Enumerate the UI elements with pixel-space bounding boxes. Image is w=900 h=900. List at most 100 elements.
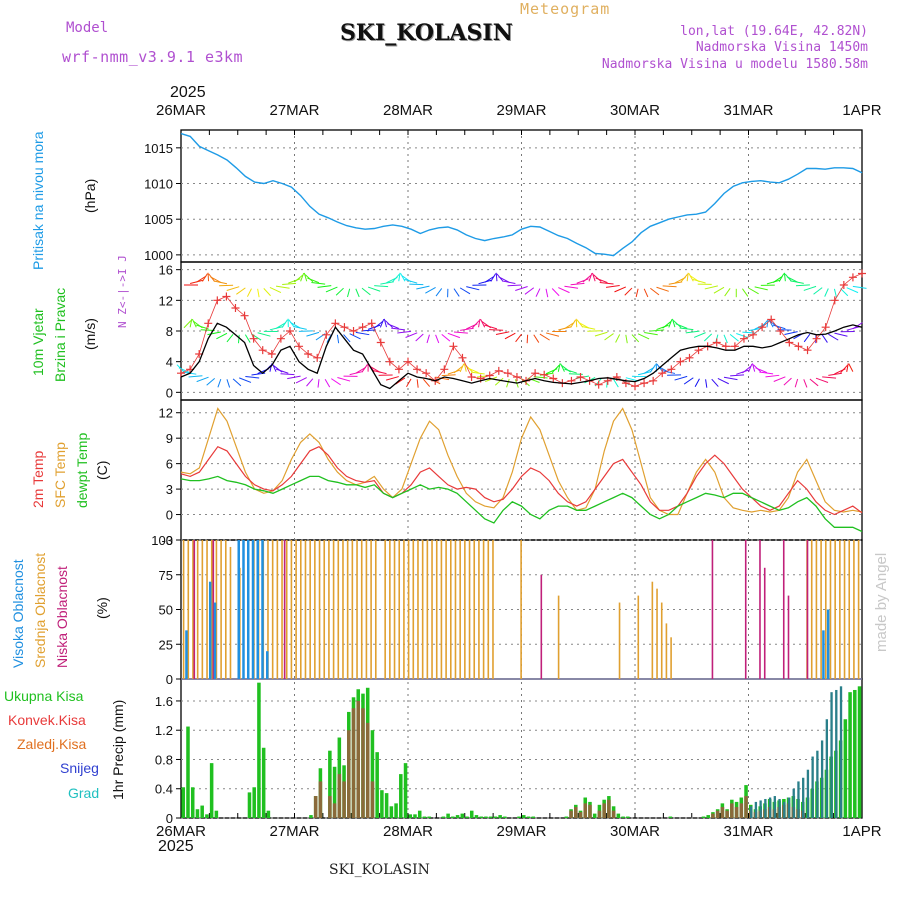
precip-total-bar bbox=[465, 816, 469, 818]
wind-barb bbox=[834, 332, 848, 337]
wind-barb bbox=[766, 318, 769, 328]
top-day-label: 30MAR bbox=[610, 102, 660, 119]
wind-barb bbox=[674, 375, 688, 381]
precip-total-bar bbox=[706, 815, 710, 818]
precip-total-bar bbox=[257, 682, 261, 818]
wind-barb bbox=[564, 285, 579, 289]
precip-total-bar bbox=[701, 816, 706, 818]
cloud-bar bbox=[557, 595, 560, 679]
wind-barb bbox=[415, 333, 424, 342]
precip-total-bar bbox=[469, 810, 474, 818]
wind-barb bbox=[551, 288, 560, 297]
wind-barb bbox=[459, 363, 465, 373]
precip-total-bar bbox=[190, 787, 195, 818]
wind-barb bbox=[773, 376, 786, 382]
cloud-series-srednja bbox=[182, 540, 860, 679]
precip-conv-bar bbox=[607, 799, 611, 818]
wind-barb bbox=[300, 272, 305, 282]
cloud-bar bbox=[192, 540, 194, 679]
y-tick-label: 6 bbox=[166, 457, 173, 472]
wind-barb bbox=[730, 374, 745, 377]
wind-barb bbox=[828, 333, 839, 341]
wind-barb bbox=[504, 332, 516, 340]
wind-barb bbox=[467, 367, 479, 374]
cloud-bar bbox=[290, 540, 293, 679]
cloud-bar bbox=[660, 602, 663, 679]
wind-barb bbox=[416, 379, 419, 388]
precip-total-bar bbox=[522, 815, 526, 818]
top-day-label: 27MAR bbox=[269, 102, 319, 119]
wind-barb bbox=[643, 288, 649, 298]
precip-total-bar bbox=[261, 747, 266, 818]
model-label: Model bbox=[66, 20, 109, 36]
cloud-bar bbox=[857, 540, 860, 679]
wind-mean-line bbox=[180, 322, 863, 390]
wind-barb bbox=[459, 287, 471, 295]
cloud-bar bbox=[389, 540, 391, 679]
wind-barb bbox=[765, 374, 780, 378]
y-tick-label: 75 bbox=[159, 568, 173, 583]
wind-barb bbox=[533, 334, 540, 343]
precip-conv-bar bbox=[588, 804, 592, 818]
wind-barb bbox=[385, 376, 399, 381]
wind-barb bbox=[545, 288, 549, 298]
wind-barb bbox=[783, 272, 786, 282]
bottom-day-label: 1APR bbox=[842, 823, 881, 840]
precip-snow-bar bbox=[811, 756, 814, 818]
precip-conv-bar bbox=[342, 781, 346, 818]
wind-barb bbox=[717, 378, 729, 385]
wind-barb bbox=[595, 277, 608, 284]
wind-barb bbox=[206, 377, 216, 386]
wind-barb bbox=[422, 378, 431, 387]
precip-conv-bar bbox=[370, 781, 375, 818]
cloud-bar bbox=[473, 540, 476, 679]
wind-barb bbox=[441, 333, 451, 342]
precip-snow-bar bbox=[778, 798, 781, 818]
cloud-bar bbox=[459, 540, 461, 679]
precip-total-bar bbox=[621, 816, 625, 818]
cloud-bar bbox=[848, 540, 851, 679]
cloud-bar bbox=[351, 540, 354, 679]
cloud-bar bbox=[224, 540, 227, 679]
altitude-label: Nadmorska Visina 1450m bbox=[695, 40, 868, 55]
cloud-bar bbox=[295, 540, 297, 679]
bottom-day-label: 26MAR bbox=[156, 823, 206, 840]
wind-barb bbox=[736, 332, 749, 339]
wind-barb bbox=[472, 320, 480, 329]
cloud-series-visoka bbox=[185, 540, 830, 679]
precip-snow-bar bbox=[787, 797, 791, 818]
precip-total-bar bbox=[503, 816, 507, 818]
wind-barb bbox=[604, 333, 614, 341]
y-tick-label: 100 bbox=[151, 533, 173, 548]
wind-barb bbox=[748, 363, 753, 373]
wind-barb bbox=[355, 331, 370, 336]
cloud-bar bbox=[323, 540, 326, 679]
top-day-label: 1APR bbox=[842, 102, 881, 119]
precip-conv-bar bbox=[739, 803, 744, 818]
panel-frame bbox=[180, 399, 863, 541]
precip-snow-bar bbox=[764, 798, 767, 818]
wind-barb bbox=[478, 318, 481, 328]
y-tick-label: 1.6 bbox=[155, 694, 173, 709]
wind-barb bbox=[460, 327, 474, 331]
precip-total-bar bbox=[399, 774, 403, 818]
wind-barb bbox=[587, 330, 602, 332]
wind-barb bbox=[539, 333, 550, 341]
wind-barb bbox=[515, 333, 522, 343]
wind-barb bbox=[724, 288, 731, 297]
y-tick-label: 0.8 bbox=[155, 752, 173, 767]
cloud-bar bbox=[482, 540, 485, 679]
wind-barb bbox=[748, 287, 759, 295]
wind-barb bbox=[723, 334, 728, 344]
precip-conv-bar bbox=[715, 810, 720, 818]
cloud-bar bbox=[711, 540, 714, 679]
wind-barb bbox=[790, 280, 804, 284]
precip-total-bar bbox=[488, 816, 493, 818]
wind-barb bbox=[821, 334, 828, 343]
top-day-label: 31MAR bbox=[723, 102, 773, 119]
wind-barb bbox=[191, 318, 197, 328]
precip-conv-bar bbox=[711, 813, 715, 818]
wind-barb bbox=[637, 333, 650, 340]
cloud-bar bbox=[426, 540, 429, 679]
